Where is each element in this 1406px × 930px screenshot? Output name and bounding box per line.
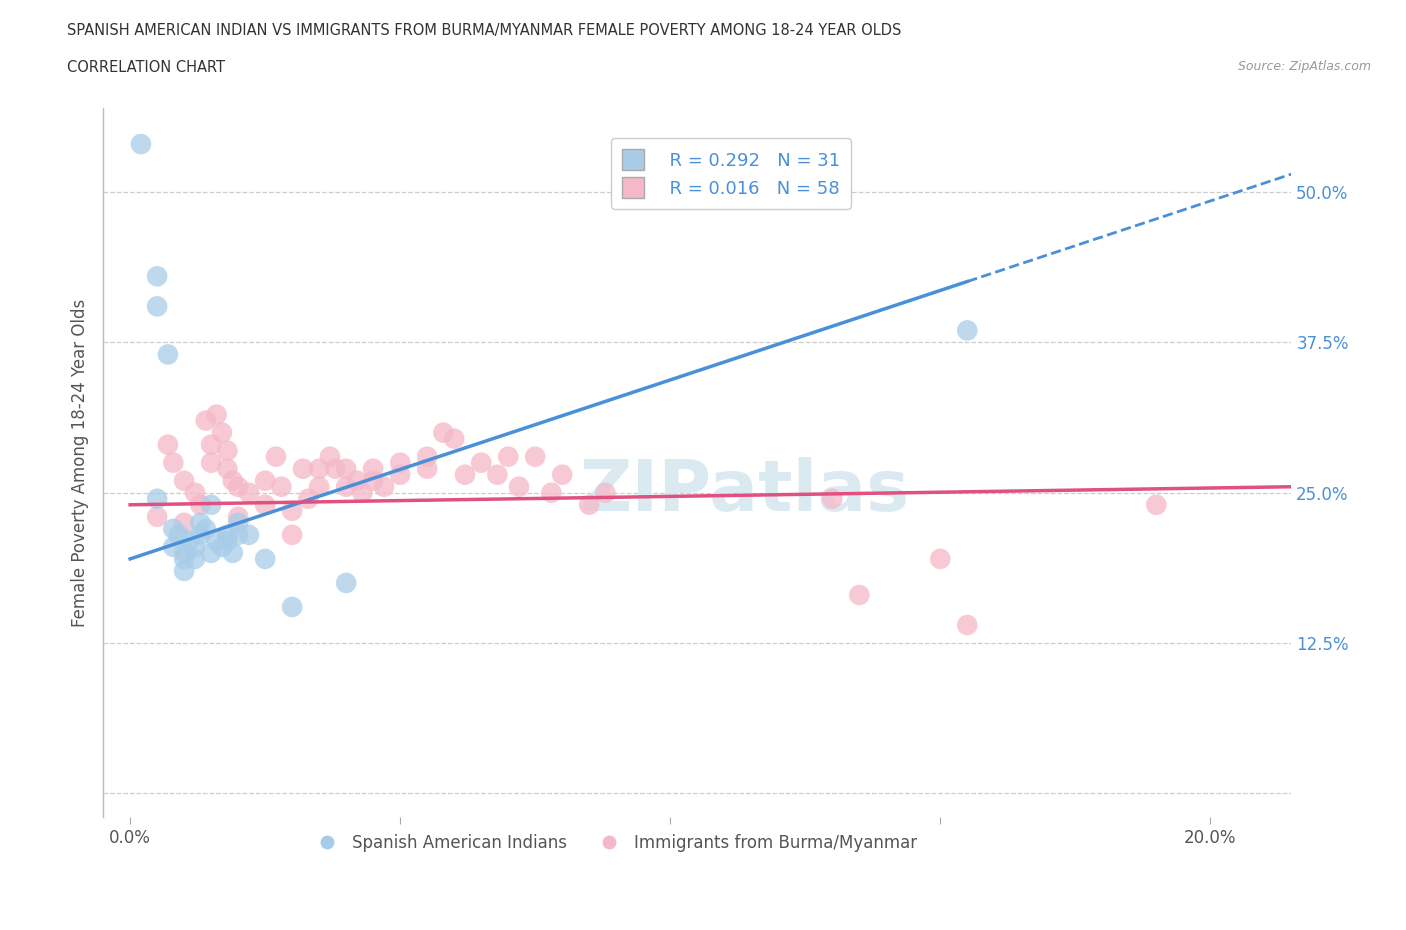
Y-axis label: Female Poverty Among 18-24 Year Olds: Female Poverty Among 18-24 Year Olds xyxy=(72,299,89,627)
Point xyxy=(335,576,357,591)
Point xyxy=(146,299,169,313)
Point xyxy=(297,491,319,506)
Point xyxy=(200,498,222,512)
Point xyxy=(281,527,304,542)
Point xyxy=(217,534,239,549)
Point xyxy=(211,539,233,554)
Point xyxy=(1144,498,1167,512)
Point xyxy=(956,323,979,338)
Point xyxy=(222,545,245,560)
Point xyxy=(508,479,530,494)
Point xyxy=(162,456,184,471)
Point xyxy=(205,534,228,549)
Text: ZIPatlas: ZIPatlas xyxy=(579,457,910,525)
Point xyxy=(254,498,277,512)
Point xyxy=(929,551,952,566)
Point xyxy=(184,539,207,554)
Point xyxy=(389,467,412,482)
Point xyxy=(578,498,600,512)
Point xyxy=(156,347,179,362)
Point xyxy=(156,437,179,452)
Point xyxy=(173,473,195,488)
Point xyxy=(361,461,384,476)
Point xyxy=(146,491,169,506)
Point xyxy=(254,551,277,566)
Point xyxy=(346,473,368,488)
Point xyxy=(226,510,249,525)
Point xyxy=(211,425,233,440)
Point xyxy=(173,545,195,560)
Point xyxy=(184,485,207,500)
Point xyxy=(373,479,395,494)
Point xyxy=(226,527,249,542)
Point xyxy=(281,600,304,615)
Point xyxy=(270,479,292,494)
Point xyxy=(821,491,844,506)
Point xyxy=(848,588,870,603)
Point xyxy=(325,461,347,476)
Point xyxy=(540,485,562,500)
Point xyxy=(173,564,195,578)
Point xyxy=(496,449,519,464)
Point xyxy=(291,461,314,476)
Point xyxy=(200,545,222,560)
Point xyxy=(352,485,374,500)
Point xyxy=(281,503,304,518)
Point xyxy=(146,269,169,284)
Point xyxy=(184,551,207,566)
Point xyxy=(162,522,184,537)
Point xyxy=(226,479,249,494)
Point xyxy=(188,527,211,542)
Point xyxy=(308,461,330,476)
Point xyxy=(524,449,547,464)
Point xyxy=(238,485,260,500)
Point xyxy=(200,456,222,471)
Point xyxy=(162,539,184,554)
Point xyxy=(173,515,195,530)
Point xyxy=(335,461,357,476)
Point xyxy=(470,456,492,471)
Point xyxy=(146,510,169,525)
Point xyxy=(200,437,222,452)
Point xyxy=(188,515,211,530)
Point xyxy=(308,479,330,494)
Text: SPANISH AMERICAN INDIAN VS IMMIGRANTS FROM BURMA/MYANMAR FEMALE POVERTY AMONG 18: SPANISH AMERICAN INDIAN VS IMMIGRANTS FR… xyxy=(67,23,901,38)
Point xyxy=(238,527,260,542)
Point xyxy=(551,467,574,482)
Point xyxy=(254,473,277,488)
Point xyxy=(416,449,439,464)
Text: Source: ZipAtlas.com: Source: ZipAtlas.com xyxy=(1237,60,1371,73)
Point xyxy=(194,522,217,537)
Point xyxy=(432,425,454,440)
Point xyxy=(217,527,239,542)
Point xyxy=(443,432,465,446)
Point xyxy=(264,449,287,464)
Legend: Spanish American Indians, Immigrants from Burma/Myanmar: Spanish American Indians, Immigrants fro… xyxy=(304,828,924,858)
Point xyxy=(188,498,211,512)
Point xyxy=(416,461,439,476)
Point xyxy=(222,473,245,488)
Text: CORRELATION CHART: CORRELATION CHART xyxy=(67,60,225,75)
Point xyxy=(217,444,239,458)
Point xyxy=(389,456,412,471)
Point xyxy=(335,479,357,494)
Point xyxy=(167,527,190,542)
Point xyxy=(454,467,477,482)
Point xyxy=(217,461,239,476)
Point xyxy=(361,473,384,488)
Point xyxy=(956,618,979,632)
Point xyxy=(226,515,249,530)
Point xyxy=(129,137,152,152)
Point xyxy=(205,407,228,422)
Point xyxy=(319,449,342,464)
Point xyxy=(194,413,217,428)
Point xyxy=(486,467,509,482)
Point xyxy=(173,551,195,566)
Point xyxy=(595,485,617,500)
Point xyxy=(179,534,201,549)
